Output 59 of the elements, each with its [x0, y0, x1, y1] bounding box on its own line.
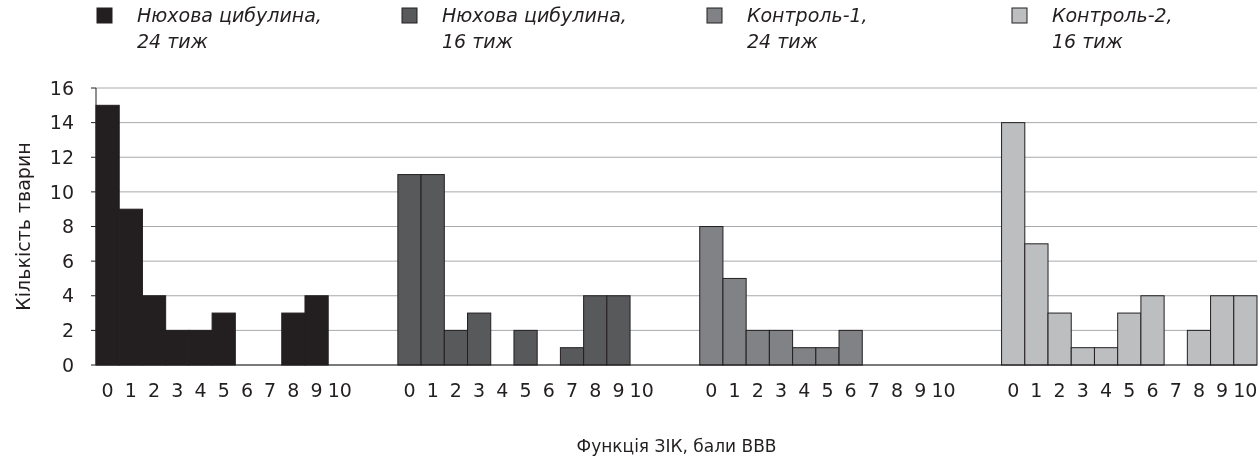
legend-label: Нюхова цибулина, 24 тиж	[137, 4, 322, 52]
x-tick-label: 8	[1192, 379, 1205, 401]
y-tick-label: 0	[61, 353, 74, 376]
y-axis-title: Кількість тварин	[12, 142, 34, 311]
x-tick-label: 3	[1076, 379, 1089, 401]
legend-label: Контроль-2, 16 тиж	[1052, 4, 1173, 52]
x-tick-label: 10	[1233, 379, 1258, 401]
legend-label: Нюхова цибулина, 16 тиж	[442, 4, 627, 52]
x-tick-label: 9	[612, 379, 625, 401]
x-tick-label: 1	[728, 379, 741, 401]
x-tick-label: 5	[217, 379, 230, 401]
x-tick-label: 5	[519, 379, 532, 401]
x-tick-label: 8	[589, 379, 602, 401]
x-tick-label: 6	[542, 379, 555, 401]
x-tick-label: 10	[327, 379, 352, 401]
x-tick-label: 3	[774, 379, 788, 401]
x-tick-label: 0	[101, 379, 114, 401]
x-tick-label: 10	[629, 379, 654, 401]
x-tick-label: 9	[914, 379, 927, 401]
x-tick-label: 0	[1007, 379, 1020, 401]
x-tick-label: 7	[867, 379, 880, 401]
y-tick-label: 12	[49, 145, 74, 168]
x-tick-label: 7	[1169, 379, 1182, 401]
x-tick-label: 4	[798, 379, 811, 401]
x-tick-label: 8	[891, 379, 904, 401]
x-tick-label: 2	[148, 379, 161, 401]
x-tick-label: 5	[1123, 379, 1136, 401]
x-tick-label: 0	[705, 379, 718, 401]
x-tick-label: 3	[473, 379, 486, 401]
x-tick-label: 2	[1053, 379, 1066, 401]
x-tick-label: 1	[124, 379, 137, 401]
x-tick-label: 9	[1216, 379, 1229, 401]
y-tick-label: 4	[61, 284, 74, 307]
x-tick-label: 8	[287, 379, 300, 401]
x-tick-label: 1	[1030, 379, 1043, 401]
x-tick-label: 6	[240, 379, 253, 401]
x-tick-label: 4	[496, 379, 509, 401]
x-tick-label: 6	[844, 379, 857, 401]
x-tick-label: 4	[1100, 379, 1113, 401]
x-tick-label: 7	[264, 379, 277, 401]
x-tick-label: 2	[751, 379, 764, 401]
x-tick-label: 10	[931, 379, 956, 401]
y-tick-label: 6	[61, 249, 74, 272]
y-tick-label: 10	[49, 180, 74, 203]
x-tick-label: 9	[310, 379, 323, 401]
x-axis-title: Функція ЗІК, бали ВВВ	[576, 436, 777, 456]
x-tick-label: 6	[1146, 379, 1159, 401]
x-tick-label: 5	[821, 379, 834, 401]
x-tick-label: 4	[194, 379, 207, 401]
x-tick-label: 3	[171, 379, 184, 401]
y-tick-label: 14	[49, 111, 74, 134]
x-tick-label: 2	[449, 379, 462, 401]
y-tick-label: 16	[49, 76, 74, 99]
legend-label: Контроль-1, 24 тиж	[747, 4, 868, 52]
x-tick-label: 1	[426, 379, 439, 401]
y-tick-label: 2	[61, 319, 74, 342]
y-tick-label: 8	[61, 215, 74, 238]
x-tick-label: 0	[403, 379, 416, 401]
x-tick-label: 7	[565, 379, 579, 401]
